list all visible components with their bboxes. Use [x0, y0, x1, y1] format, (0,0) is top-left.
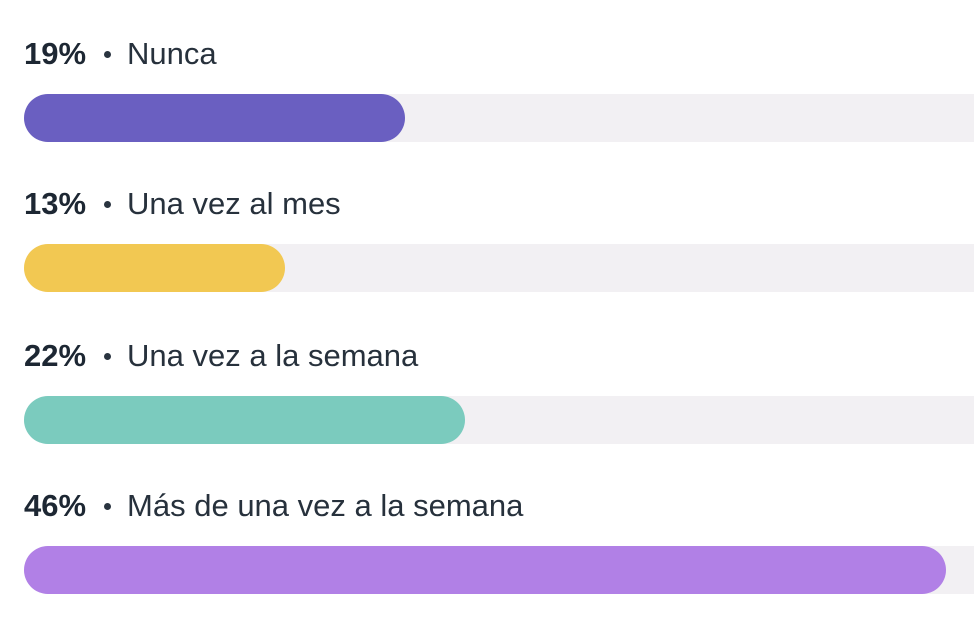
option-text: Más de una vez a la semana — [127, 488, 524, 523]
poll-option: 22% Una vez a la semana — [24, 302, 974, 444]
bar-fill — [24, 244, 285, 292]
bar-fill — [24, 94, 405, 142]
poll-option: 13% Una vez al mes — [24, 150, 974, 292]
separator-dot-icon — [104, 200, 112, 208]
option-percentage: 46% — [24, 488, 87, 523]
bar-track — [24, 244, 974, 292]
option-label-row: 19% Nunca — [24, 34, 217, 74]
bar-fill — [24, 546, 946, 594]
bar-track — [24, 396, 974, 444]
bar-track — [24, 94, 974, 142]
option-percentage: 22% — [24, 338, 87, 373]
option-text: Una vez al mes — [127, 186, 341, 221]
separator-dot-icon — [104, 50, 112, 58]
option-label-row: 22% Una vez a la semana — [24, 336, 418, 376]
option-label-row: 13% Una vez al mes — [24, 184, 341, 224]
option-percentage: 13% — [24, 186, 87, 221]
option-text: Una vez a la semana — [127, 338, 419, 373]
poll-option: 46% Más de una vez a la semana — [24, 452, 974, 594]
poll-option: 19% Nunca — [24, 0, 974, 142]
separator-dot-icon — [104, 502, 112, 510]
option-percentage: 19% — [24, 36, 87, 71]
separator-dot-icon — [104, 352, 112, 360]
bar-fill — [24, 396, 465, 444]
option-label-row: 46% Más de una vez a la semana — [24, 486, 523, 526]
option-text: Nunca — [127, 36, 217, 71]
bar-track — [24, 546, 974, 594]
